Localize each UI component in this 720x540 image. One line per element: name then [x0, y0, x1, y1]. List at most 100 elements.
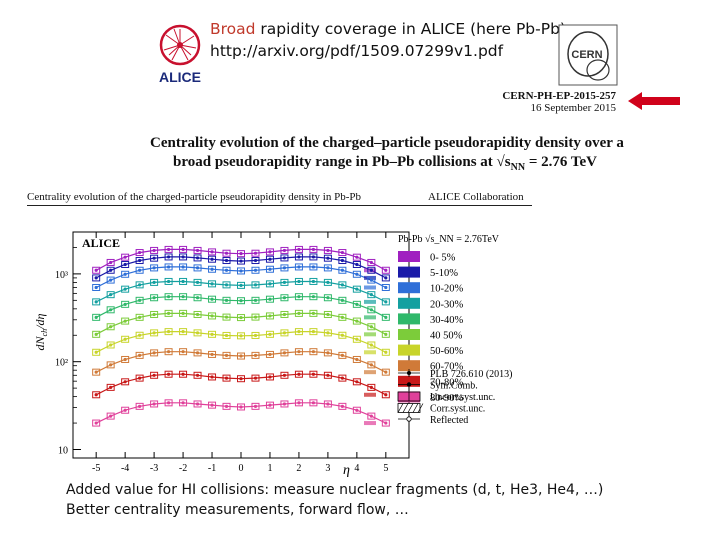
data-point — [326, 373, 330, 377]
data-point — [152, 248, 156, 253]
data-point — [340, 250, 344, 255]
data-point-box — [164, 370, 173, 378]
data-point-box — [251, 351, 260, 359]
syst-band — [364, 299, 376, 304]
data-point — [152, 296, 156, 300]
data-point — [253, 353, 258, 357]
data-point-box — [237, 332, 245, 340]
data-point — [340, 283, 344, 287]
data-point — [195, 351, 200, 355]
data-point — [94, 370, 98, 374]
data-point — [369, 293, 373, 297]
data-point-box — [381, 266, 390, 274]
data-point — [210, 267, 214, 271]
data-point-box — [367, 306, 376, 314]
data-point-box — [280, 400, 289, 408]
data-point — [195, 256, 200, 260]
legend-marker — [412, 403, 419, 413]
data-point — [369, 268, 373, 272]
data-point — [123, 272, 127, 276]
data-point — [94, 421, 98, 425]
data-point-box — [92, 330, 101, 338]
data-point — [268, 352, 272, 357]
data-point — [311, 295, 316, 299]
arxiv-link[interactable]: http://arxiv.org/pdf/1509.07299v1.pdf — [210, 42, 504, 60]
data-point-box — [150, 329, 159, 337]
data-point — [239, 269, 243, 273]
data-point — [355, 319, 359, 323]
data-point — [384, 393, 388, 397]
data-point — [181, 372, 185, 376]
syst-band — [364, 275, 376, 280]
data-point-box — [179, 263, 188, 271]
data-point-box — [179, 253, 188, 261]
data-point — [123, 302, 127, 306]
legend-label: 60-70% — [430, 362, 463, 373]
data-point — [210, 297, 214, 301]
data-point — [282, 312, 287, 317]
data-point-box — [294, 293, 303, 301]
data-point — [355, 337, 359, 341]
data-point-box — [121, 317, 130, 325]
data-point-box — [381, 298, 390, 306]
data-point — [253, 258, 258, 263]
data-point — [326, 248, 330, 253]
experiment-label: ALICE — [82, 236, 120, 250]
data-point — [239, 354, 243, 358]
data-point — [138, 315, 142, 319]
data-point — [326, 331, 330, 335]
data-point-box — [323, 254, 332, 262]
data-point-box — [121, 406, 130, 414]
data-point — [340, 315, 344, 319]
legend-swatch — [398, 266, 420, 278]
x-tick-label: 5 — [383, 463, 388, 474]
syst-band — [364, 315, 376, 320]
data-point — [355, 255, 359, 259]
data-point — [384, 421, 388, 425]
data-point-box — [106, 383, 115, 391]
data-point — [268, 267, 272, 271]
legend-label: Corr.syst.unc. — [430, 404, 485, 415]
data-point-box — [164, 253, 173, 261]
data-point-box — [164, 263, 173, 271]
data-point — [138, 283, 142, 287]
data-point-box — [251, 249, 260, 257]
data-point — [384, 300, 388, 304]
x-tick-label: -3 — [150, 463, 158, 474]
data-point-box — [367, 276, 376, 284]
data-point — [311, 401, 316, 405]
data-point-box — [352, 355, 361, 363]
data-point-box — [323, 264, 332, 272]
data-point-box — [121, 378, 130, 386]
data-point — [224, 268, 229, 272]
data-point-box — [208, 265, 217, 273]
data-point — [355, 408, 359, 412]
data-point — [326, 266, 330, 270]
data-point-box — [309, 277, 318, 285]
data-point-box — [193, 246, 202, 254]
data-point — [282, 373, 287, 377]
legend-swatch — [398, 251, 420, 262]
data-point-box — [352, 253, 361, 261]
header-rule — [27, 205, 532, 206]
data-point-box — [208, 280, 217, 288]
data-point — [94, 285, 98, 290]
data-point — [297, 255, 301, 259]
data-point — [152, 312, 156, 317]
data-point — [123, 255, 127, 259]
legend-label: 5-10% — [430, 268, 458, 279]
data-point — [268, 332, 272, 336]
data-point-box — [280, 246, 289, 254]
data-point — [123, 357, 127, 362]
legend-marker — [397, 403, 404, 413]
data-point — [297, 279, 301, 284]
data-point — [152, 373, 156, 377]
data-point-box — [106, 291, 115, 299]
data-point-box — [121, 355, 130, 363]
data-point-box — [164, 328, 173, 336]
data-point-box — [222, 331, 231, 339]
data-point-box — [251, 257, 260, 265]
data-point — [297, 330, 301, 334]
data-point — [166, 247, 171, 252]
data-point-box — [193, 254, 202, 262]
